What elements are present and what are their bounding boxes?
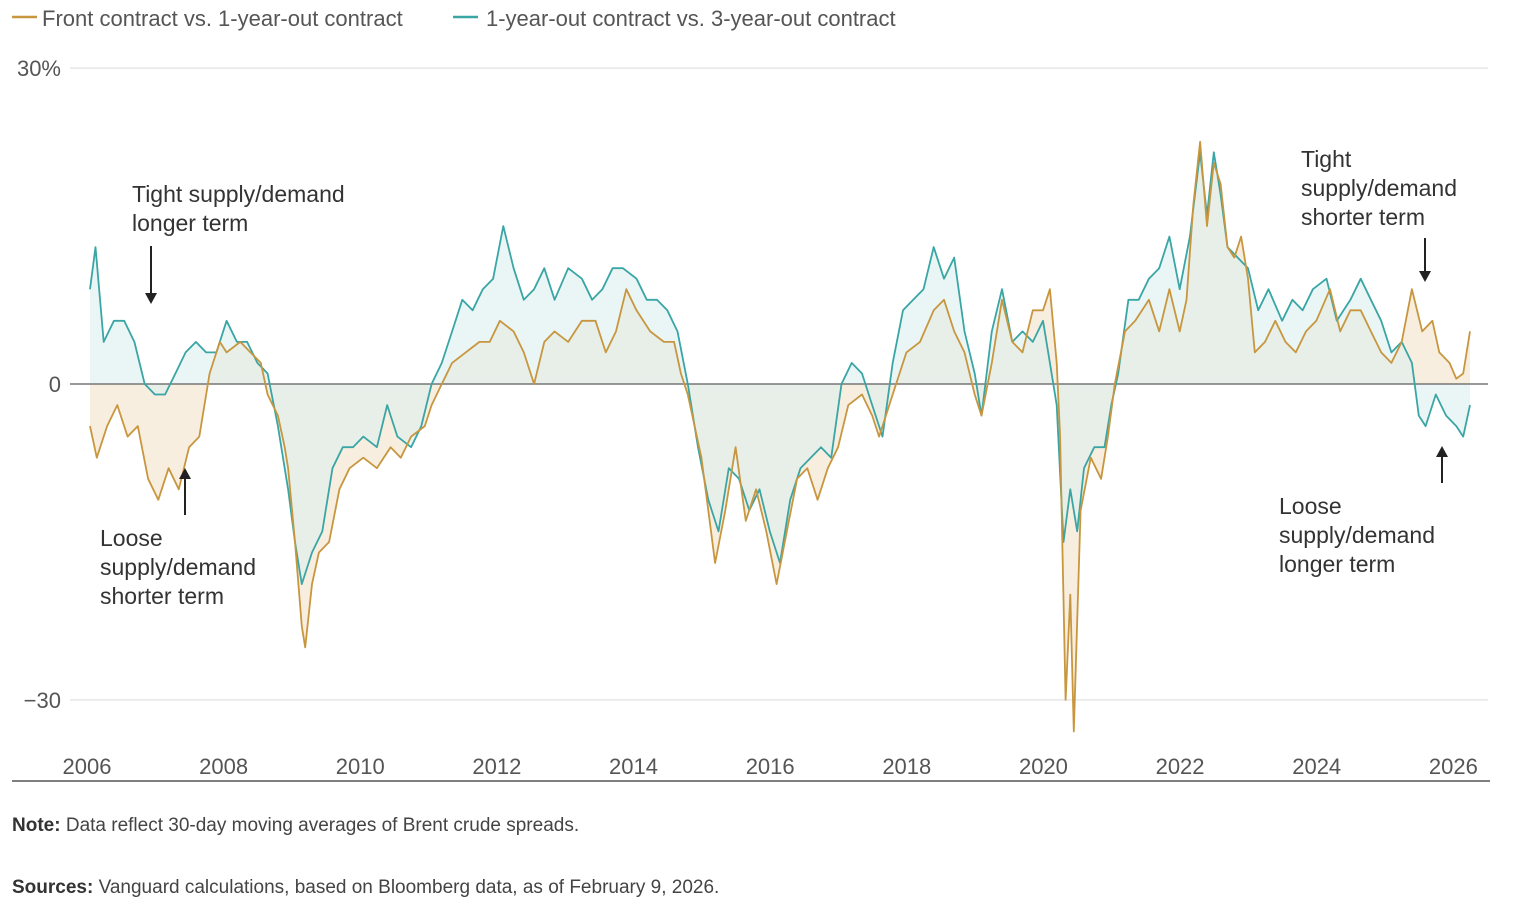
x-axis: 2006 2008 2010 2012 2014 2016 2018 2020 2022 2024… bbox=[12, 754, 1490, 782]
chart-sources: Sources: Vanguard calculations, based on… bbox=[12, 877, 719, 899]
series-lines bbox=[89, 140, 1471, 733]
y-tick-label: 30% bbox=[17, 56, 61, 81]
series-line-1 bbox=[89, 140, 1471, 733]
x-tick-label: 2018 bbox=[882, 754, 931, 779]
y-axis-ticks: 30% 0 −30 bbox=[17, 56, 61, 713]
arrow-up-icon bbox=[179, 468, 191, 479]
annotation-text: supply/demand bbox=[1301, 175, 1457, 201]
y-tick-label: −30 bbox=[24, 688, 61, 713]
annotation-text: longer term bbox=[132, 210, 248, 236]
arrow-up-icon bbox=[1436, 446, 1448, 457]
arrow-down-icon bbox=[145, 293, 157, 304]
x-tick-label: 2020 bbox=[1019, 754, 1068, 779]
gridlines bbox=[70, 67, 1488, 701]
annotation-text: supply/demand bbox=[100, 554, 256, 580]
note-text: Data reflect 30-day moving averages of B… bbox=[60, 815, 580, 836]
annotation-text: supply/demand bbox=[1279, 522, 1435, 548]
chart-note: Note: Data reflect 30-day moving average… bbox=[12, 815, 579, 837]
x-tick-label: 2014 bbox=[609, 754, 658, 779]
series-line-2 bbox=[89, 151, 1471, 585]
annotation-text: shorter term bbox=[100, 583, 224, 609]
x-tick-label: 2016 bbox=[746, 754, 795, 779]
legend-label-2: 1-year-out contract vs. 3-year-out contr… bbox=[486, 6, 896, 31]
annotation-text: Loose bbox=[100, 525, 163, 551]
x-tick-label: 2006 bbox=[63, 754, 112, 779]
arrow-down-icon bbox=[1419, 271, 1431, 282]
x-tick-label: 2010 bbox=[336, 754, 385, 779]
sources-text: Vanguard calculations, based on Bloomber… bbox=[93, 877, 720, 898]
series-area-2 bbox=[90, 152, 1470, 585]
x-tick-label: 2024 bbox=[1292, 754, 1341, 779]
x-tick-label: 2012 bbox=[472, 754, 521, 779]
annotation-text: Tight bbox=[1301, 146, 1352, 172]
x-tick-label: 2022 bbox=[1156, 754, 1205, 779]
annotation-text: Tight supply/demand bbox=[132, 181, 345, 207]
y-tick-label: 0 bbox=[49, 372, 61, 397]
x-tick-label: 2026 bbox=[1429, 754, 1478, 779]
legend-label-1: Front contract vs. 1-year-out contract bbox=[42, 6, 403, 31]
series-fills bbox=[90, 141, 1470, 732]
legend: Front contract vs. 1-year-out contract 1-… bbox=[12, 6, 896, 31]
annotation-text: Loose bbox=[1279, 493, 1342, 519]
chart: 30% 0 −30 2006 2008 2010 2012 2014 2016 2018 2020… bbox=[12, 6, 1490, 782]
x-tick-label: 2008 bbox=[199, 754, 248, 779]
annotations: Tight supply/demand longer term Loose suppl… bbox=[100, 146, 1457, 609]
annotation-text: shorter term bbox=[1301, 204, 1425, 230]
annotation-text: longer term bbox=[1279, 551, 1395, 577]
note-label: Note: bbox=[12, 815, 61, 836]
sources-label: Sources: bbox=[12, 877, 94, 898]
